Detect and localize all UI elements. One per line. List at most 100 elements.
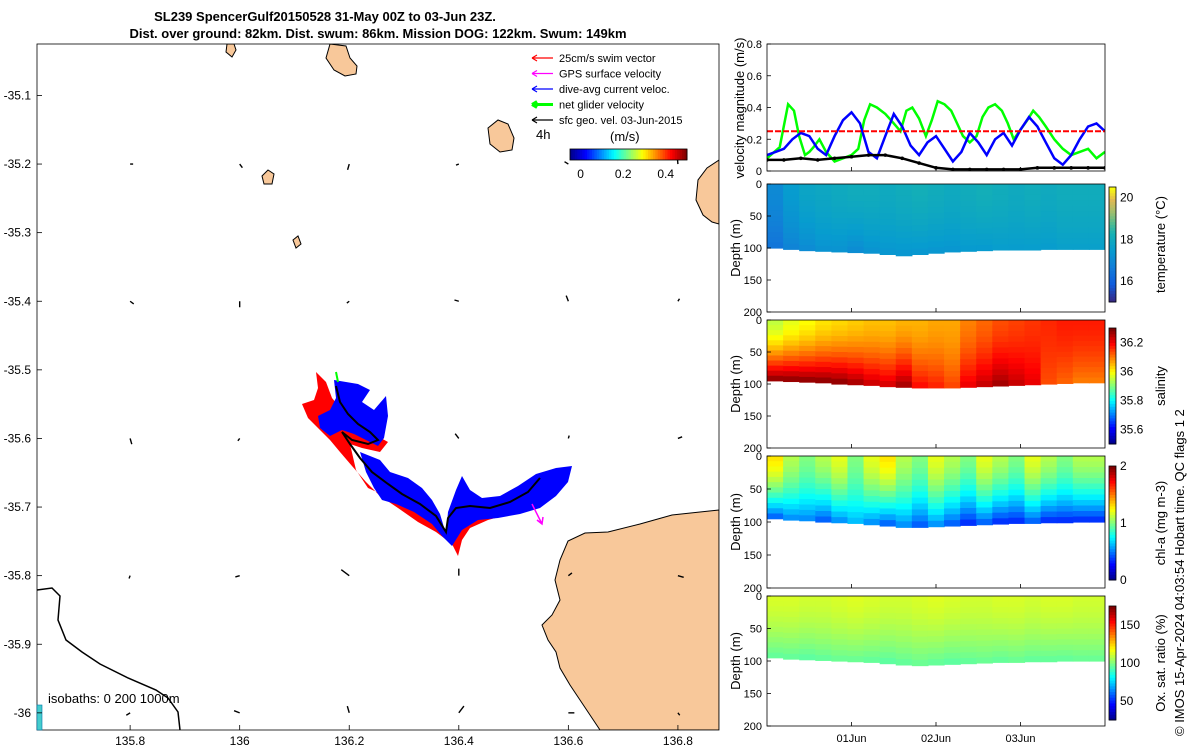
section-cell <box>911 353 929 361</box>
section-cell <box>1024 189 1042 196</box>
section-cell <box>783 232 800 239</box>
section-cell <box>831 644 849 651</box>
section-cell <box>799 239 816 246</box>
section-colorbar-cell <box>1109 488 1116 493</box>
section-cell <box>1088 655 1105 662</box>
velocity-ylabel: velocity magnitude (m/s) <box>732 38 747 179</box>
section-cell <box>895 491 913 499</box>
section-cell <box>783 376 800 383</box>
section-cell <box>1024 656 1042 663</box>
section-cell <box>767 350 784 357</box>
section-cell <box>911 207 929 214</box>
section-cell <box>976 233 993 241</box>
section-cell <box>879 230 897 238</box>
section-cell <box>1024 484 1042 491</box>
section-colorbar-cell <box>1109 571 1116 575</box>
section-colorbar-tick: 35.6 <box>1120 423 1144 437</box>
colorbar-cell <box>679 149 683 160</box>
section-cell <box>815 367 832 373</box>
section-cell <box>895 461 913 469</box>
section-cell <box>1056 362 1074 369</box>
section-cell <box>1024 467 1042 474</box>
section-cell <box>1008 222 1026 229</box>
section-cell <box>767 471 784 478</box>
section-cell <box>767 237 784 244</box>
colorbar-cell <box>648 149 651 160</box>
section-colorbar-tick: 150 <box>1120 618 1140 632</box>
section-cell <box>783 648 800 655</box>
section-cell <box>960 601 977 608</box>
section-colorbar-cell <box>1109 528 1116 533</box>
section-cell <box>767 461 784 468</box>
gps-velocity-arrow <box>531 503 544 526</box>
section-cell <box>847 656 865 663</box>
section-cell <box>879 502 897 510</box>
section-cell <box>944 658 961 665</box>
section-cell <box>927 520 945 528</box>
section-cell <box>944 520 961 527</box>
section-cell <box>944 342 961 349</box>
section-cell <box>1008 596 1026 603</box>
section-cell <box>783 330 800 336</box>
section-cell <box>847 639 865 646</box>
section-cell <box>767 606 784 613</box>
section-cell <box>879 657 897 665</box>
section-cell <box>815 638 832 645</box>
section-cell <box>1088 189 1105 196</box>
section-cell <box>783 194 800 201</box>
section-cell <box>863 224 881 231</box>
section-cell <box>1024 211 1042 218</box>
velocity-series-point <box>866 153 871 157</box>
section-cell <box>815 217 832 224</box>
section-cell <box>895 184 913 191</box>
section-cell <box>1040 612 1058 619</box>
lon-tick-label: 136.8 <box>663 734 693 748</box>
section-cell <box>863 352 881 359</box>
section-cell <box>927 485 945 492</box>
section-cell <box>1040 623 1058 630</box>
section-cell <box>1008 330 1026 337</box>
depth-tick-label: 0 <box>756 315 762 327</box>
section-cell <box>1040 489 1058 496</box>
section-colorbar-cell <box>1109 417 1116 422</box>
section-colorbar-cell <box>1109 198 1116 202</box>
colorbar-cell <box>604 149 608 160</box>
section-colorbar-cell <box>1109 233 1116 237</box>
section-cell <box>1008 216 1026 224</box>
section-cell <box>895 473 913 481</box>
section-cell <box>1072 325 1090 332</box>
colorbar-cell <box>606 149 610 160</box>
section-cell <box>767 616 784 623</box>
section-cell <box>831 478 849 485</box>
section-cell <box>992 227 1010 235</box>
section-colorbar-cell <box>1109 554 1116 558</box>
section-cell <box>767 601 784 607</box>
legend-label: dive-avg current veloc. <box>559 84 670 96</box>
section-colorbar-label: Ox. sat. ratio (%) <box>1153 614 1168 712</box>
section-cell <box>1088 500 1105 507</box>
section-cell <box>927 241 945 248</box>
section-cell <box>992 320 1010 327</box>
section-colorbar-cell <box>1109 714 1116 718</box>
section-cell <box>815 505 832 512</box>
section-cell <box>944 359 961 366</box>
section-cell <box>960 657 977 665</box>
section-cell <box>799 493 816 500</box>
section-cell <box>879 461 897 469</box>
section-cell <box>1024 650 1042 657</box>
section-cell <box>1088 505 1105 512</box>
section-cell <box>1056 216 1074 223</box>
section-cell <box>1072 505 1090 512</box>
section-cell <box>1040 232 1058 239</box>
section-cell <box>911 236 929 244</box>
section-cell <box>1024 489 1042 496</box>
section-cell <box>976 612 993 619</box>
section-cell <box>960 353 977 360</box>
colorbar-cell <box>655 149 659 160</box>
section-cell <box>879 646 897 653</box>
section-cell <box>799 504 816 511</box>
section-colorbar-cell <box>1109 273 1116 277</box>
section-cell <box>1056 456 1074 463</box>
section-cell <box>863 484 881 491</box>
colorbar-cell <box>650 149 654 160</box>
